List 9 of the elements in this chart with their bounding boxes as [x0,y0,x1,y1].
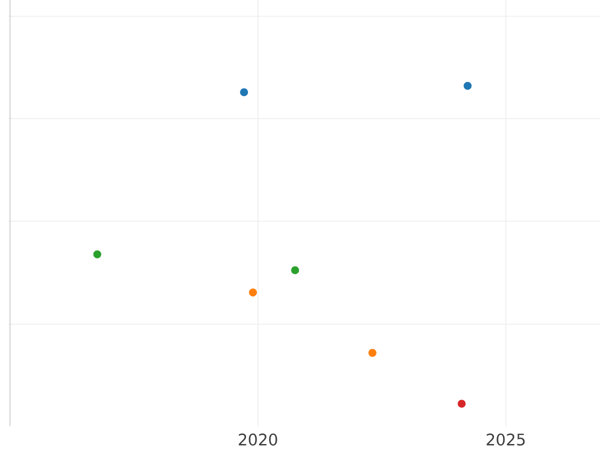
point [240,88,248,96]
point [93,250,102,258]
x-tick-label: 2020 [238,434,278,446]
point [368,348,376,357]
point [458,400,466,408]
point [464,82,472,90]
x-tick-label: 2025 [486,434,525,446]
point [248,288,257,296]
point [291,266,300,274]
